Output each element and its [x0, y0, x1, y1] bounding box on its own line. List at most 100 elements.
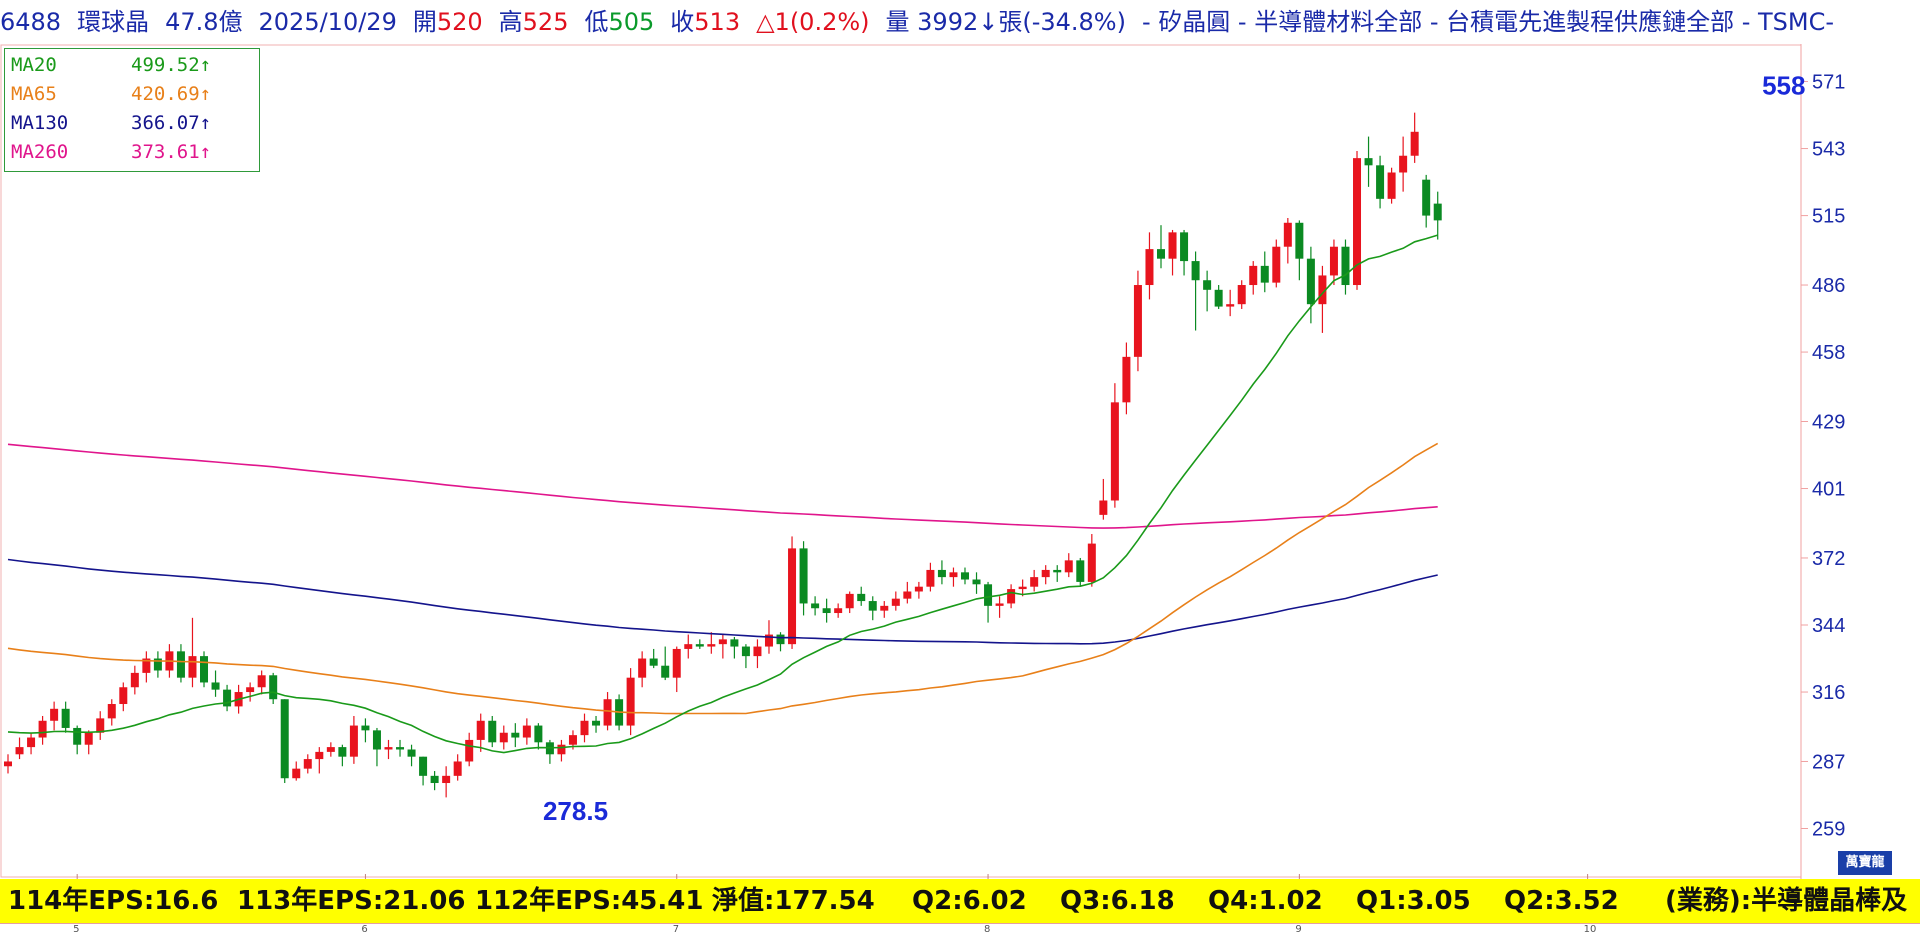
candle [1226, 289, 1235, 317]
candle [1283, 217, 1292, 264]
candle [1341, 239, 1350, 295]
candle-body [972, 579, 981, 585]
candle-body [499, 732, 508, 743]
candle [522, 718, 531, 745]
candle [372, 727, 381, 767]
candle [50, 701, 59, 731]
candle [1145, 232, 1154, 300]
candle [592, 715, 601, 733]
eps-footer: 114年EPS:16.6 113年EPS:21.06 112年EPS:45.41… [0, 879, 1920, 923]
candle-body [349, 725, 358, 757]
candle [176, 644, 185, 683]
candle [188, 617, 197, 688]
candle-body [453, 761, 462, 776]
candle [1410, 112, 1419, 163]
candle [27, 732, 36, 755]
candle [1053, 565, 1062, 582]
candle-body [303, 759, 312, 769]
y-tick-label: 429 [1812, 411, 1845, 433]
candle-body [1364, 158, 1373, 166]
close-price: 收513 [670, 8, 740, 36]
candle [419, 756, 428, 786]
candle-body [1295, 222, 1304, 259]
candle [1191, 251, 1200, 331]
candle-body [153, 658, 162, 671]
candle-body [592, 720, 601, 726]
candle-body [1353, 158, 1362, 286]
high-label: 高 [498, 8, 523, 36]
candle-body [1249, 265, 1258, 286]
candle-body [1053, 569, 1062, 573]
candle [15, 737, 24, 760]
candle [246, 682, 255, 702]
candle [926, 562, 935, 592]
candle [119, 682, 128, 712]
legend-name: MA130 [11, 112, 69, 134]
y-tick-label: 571 [1812, 72, 1845, 94]
candle-body [1191, 261, 1200, 281]
y-tick-label: 372 [1812, 548, 1845, 570]
low-value: 505 [608, 8, 655, 36]
candle-body [984, 584, 993, 606]
candle [1180, 229, 1189, 276]
candle [534, 723, 543, 750]
candle [361, 718, 370, 743]
candle [845, 591, 854, 614]
stock-code: 6488 [0, 8, 62, 36]
stock-name: 環球晶 [77, 8, 150, 36]
candle-body [442, 775, 451, 784]
candle [1433, 191, 1442, 240]
eps-112: 112年EPS:45.41 [475, 886, 704, 916]
candle [1364, 136, 1373, 187]
candle-body [776, 634, 785, 645]
y-tick-label: 344 [1812, 615, 1845, 637]
legend-value: 373.61↑ [131, 141, 212, 163]
candle-body [949, 572, 958, 578]
candle-body [1007, 589, 1016, 604]
candle-body [811, 603, 820, 609]
candle-body [200, 656, 209, 683]
candle-body [1306, 258, 1315, 305]
legend-row-ma65: MA65 420.69↑ [11, 80, 251, 108]
candle-body [1214, 289, 1223, 307]
legend-name: MA260 [11, 141, 69, 163]
candle [972, 572, 981, 594]
candle-body [834, 608, 843, 614]
candle [1007, 584, 1016, 609]
candle [880, 601, 889, 618]
candle-body [937, 569, 946, 578]
low-label: 低 [584, 8, 609, 36]
candle-body [1203, 280, 1212, 290]
candle [995, 596, 1004, 618]
candle-body [61, 708, 70, 728]
candle [1099, 478, 1108, 520]
candle [200, 651, 209, 688]
plot-frame [0, 44, 1802, 878]
y-tick-label: 316 [1812, 682, 1845, 704]
candle-body [1260, 265, 1269, 283]
candle [465, 732, 474, 767]
candle [292, 761, 301, 781]
candle-body [672, 648, 681, 678]
candle-body [914, 586, 923, 592]
candle-body [707, 644, 716, 647]
eps-113: 113年EPS:21.06 [237, 886, 466, 916]
bottom-date-strip: 5 6 7 8 9 10 [0, 923, 1920, 940]
candle-body [1110, 402, 1119, 501]
candle [949, 567, 958, 587]
candle-body [176, 651, 185, 678]
candle [315, 747, 324, 774]
candle-body [84, 732, 93, 745]
net-value: 淨值:177.54 [712, 886, 875, 916]
y-tick-label: 543 [1812, 139, 1845, 161]
candle-body [1168, 232, 1177, 259]
candle-series [4, 112, 1442, 798]
candle-body [661, 665, 670, 678]
candle-body [995, 603, 1004, 606]
candle [811, 596, 820, 616]
ma-legend: MA20 499.52↑ MA65 420.69↑ MA130 366.07↑ … [4, 48, 260, 172]
candle [1041, 565, 1050, 585]
x-month-label: 9 [1295, 924, 1302, 935]
close-label: 收 [670, 8, 695, 36]
candle [707, 632, 716, 654]
